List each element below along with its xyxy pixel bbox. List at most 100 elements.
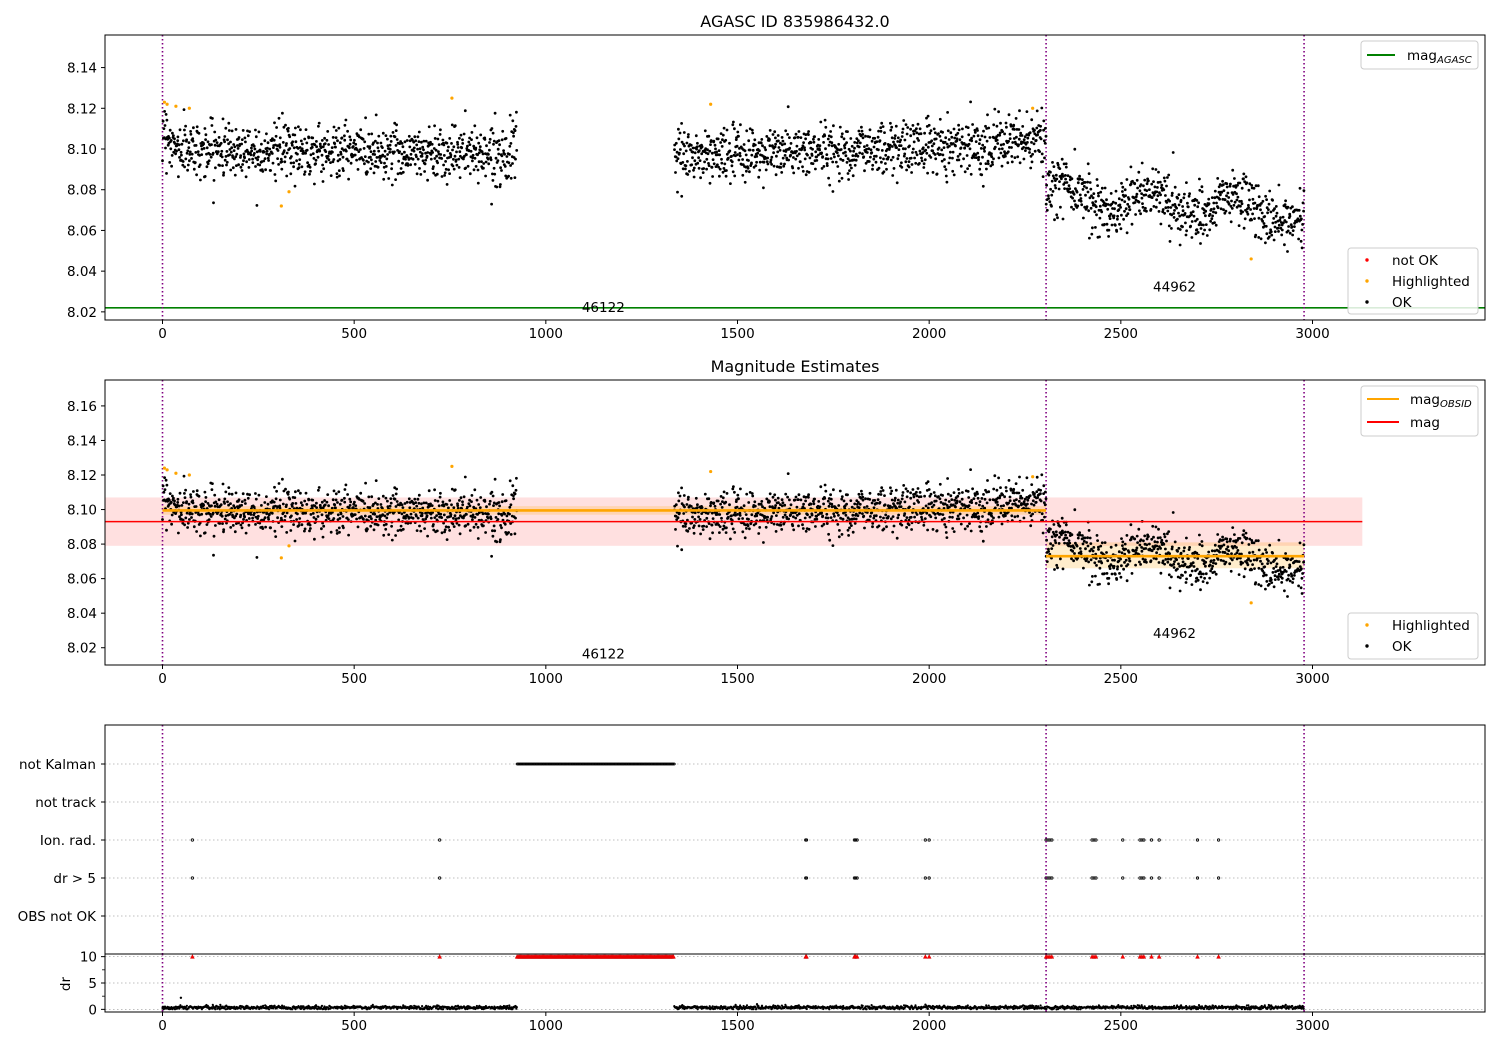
ok-point: [1049, 187, 1052, 191]
ok-point: [802, 502, 805, 506]
ok-point: [905, 516, 909, 519]
ok-point: [694, 134, 698, 138]
ok-point: [705, 157, 709, 161]
ok-point: [961, 491, 964, 494]
ok-point: [1064, 530, 1067, 534]
ok-point: [1250, 218, 1253, 222]
ok-point: [339, 512, 343, 516]
ok-point: [815, 159, 819, 162]
ok-point: [1149, 208, 1153, 211]
ok-point: [769, 158, 773, 162]
ok-point: [843, 146, 847, 150]
ok-point: [682, 152, 686, 156]
ok-point: [1298, 214, 1302, 218]
ok-point: [881, 125, 885, 128]
ok-point: [885, 167, 888, 171]
ok-point: [318, 149, 322, 153]
ok-point: [709, 143, 712, 147]
ok-point: [1264, 194, 1267, 198]
ok-point: [777, 139, 780, 143]
ok-point: [896, 136, 900, 140]
ok-point: [692, 168, 695, 172]
ok-point: [359, 148, 362, 151]
ok-point: [289, 161, 293, 165]
ok-point: [933, 512, 937, 516]
ok-point: [874, 514, 878, 518]
ok-point: [1216, 533, 1220, 536]
ok-point: [1094, 557, 1098, 560]
ok-point: [501, 129, 505, 133]
ok-point: [836, 165, 840, 168]
ok-point: [396, 529, 400, 532]
ok-point: [896, 516, 900, 520]
ok-point: [1186, 205, 1190, 209]
ok-point: [691, 146, 695, 150]
ok-point: [1196, 578, 1200, 582]
ok-point: [263, 501, 267, 504]
ok-point: [967, 504, 971, 507]
ok-point: [878, 139, 882, 143]
ok-point: [1276, 226, 1280, 230]
ok-point: [1004, 121, 1008, 125]
ok-point: [1091, 226, 1094, 230]
ok-point: [1274, 565, 1278, 568]
ok-point: [246, 492, 249, 496]
ok-point: [772, 511, 775, 515]
highlighted-point: [1249, 257, 1253, 261]
ok-point: [511, 484, 515, 488]
ok-point: [926, 171, 929, 175]
ok-point: [1143, 534, 1147, 538]
ok-point: [305, 503, 309, 506]
ok-point: [313, 182, 316, 186]
ok-point: [865, 147, 868, 151]
ok-point: [1190, 563, 1193, 567]
ok-point: [419, 529, 423, 533]
ok-point: [217, 498, 221, 502]
ok-point: [1126, 202, 1130, 206]
ok-point: [674, 503, 678, 507]
ok-point: [359, 491, 363, 495]
ok-point: [1189, 224, 1192, 228]
ok-point: [685, 141, 689, 145]
ok-point: [899, 505, 903, 509]
ok-point: [482, 524, 485, 528]
ok-point: [204, 496, 208, 499]
ok-point: [433, 137, 437, 140]
ok-point: [369, 167, 373, 171]
ok-point: [256, 517, 259, 520]
ok-point: [197, 494, 201, 498]
ok-point: [266, 156, 270, 160]
ok-point: [1186, 557, 1190, 560]
ok-point: [1231, 193, 1235, 196]
ok-point: [1192, 214, 1196, 218]
ok-point: [1195, 567, 1199, 571]
ok-point: [1020, 496, 1024, 500]
ok-point: [316, 515, 320, 518]
ok-point: [1166, 176, 1169, 179]
ok-point: [1061, 172, 1064, 176]
ok-point: [278, 506, 282, 510]
ok-point: [718, 174, 721, 178]
ok-point: [1119, 575, 1123, 579]
ok-point: [182, 501, 185, 504]
ok-point: [1045, 538, 1048, 542]
ok-point: [420, 140, 423, 144]
ok-point: [825, 162, 829, 165]
ok-point: [445, 183, 449, 186]
ok-point: [1301, 223, 1304, 226]
ok-point: [417, 140, 421, 144]
ok-point: [388, 150, 392, 154]
ok-point: [1129, 165, 1133, 169]
ok-point: [1124, 558, 1128, 562]
ok-point: [1165, 539, 1168, 543]
ok-point: [318, 142, 322, 146]
ok-point: [1075, 544, 1079, 548]
ok-point: [339, 152, 343, 156]
ok-point: [254, 128, 257, 132]
ok-point: [1300, 217, 1303, 221]
ok-point: [247, 517, 251, 520]
ok-point: [383, 161, 386, 165]
ok-point: [688, 527, 691, 530]
ok-point: [876, 135, 880, 139]
x-tick-label: 500: [341, 326, 367, 342]
